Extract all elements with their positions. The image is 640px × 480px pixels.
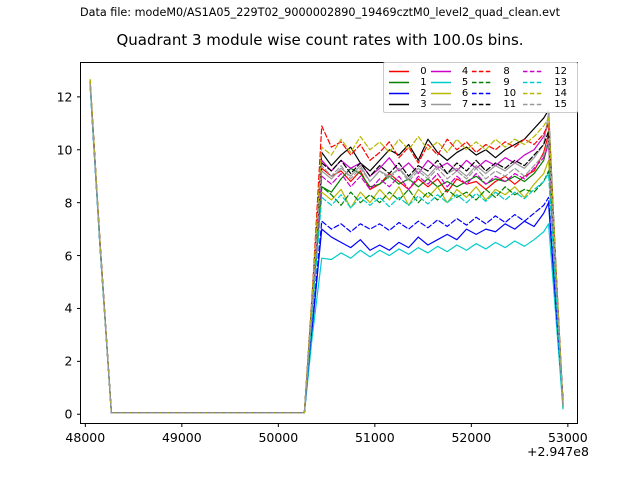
y-tick-label: 4 <box>64 300 73 316</box>
legend-swatch-9 <box>471 77 503 88</box>
legend-swatch-14 <box>522 88 554 99</box>
legend-label-0: 0 <box>420 66 427 77</box>
series-line-10 <box>89 84 564 414</box>
series-line-2 <box>89 84 564 414</box>
legend-label-5: 5 <box>461 77 469 88</box>
legend-row: 2 6 10 14 <box>388 88 573 99</box>
legend-label-15: 15 <box>554 99 568 110</box>
legend-label-7: 7 <box>461 99 469 110</box>
legend-swatch-4 <box>430 66 462 77</box>
legend-swatch-3 <box>388 99 420 110</box>
data-series-group <box>89 78 564 414</box>
legend-swatch-5 <box>430 77 462 88</box>
legend-label-14: 14 <box>554 88 568 99</box>
legend-swatch-10 <box>471 88 503 99</box>
legend-label-10: 10 <box>503 88 517 99</box>
legend-label-6: 6 <box>461 88 469 99</box>
legend-swatch-11 <box>471 99 503 110</box>
y-tick-label: 6 <box>64 248 73 264</box>
page-title: Quadrant 3 module wise count rates with … <box>116 31 524 49</box>
series-line-14 <box>89 78 564 414</box>
legend-box: 0 4 8 12 1 5 9 13 2 6 10 14 3 7 11 15 <box>383 62 578 113</box>
series-line-4 <box>89 82 564 414</box>
series-line-6 <box>89 80 564 414</box>
legend-swatch-2 <box>388 88 420 99</box>
y-tick-label: 8 <box>64 195 73 211</box>
legend-label-2: 2 <box>420 88 427 99</box>
legend-swatch-13 <box>522 77 554 88</box>
legend-swatch-8 <box>471 66 503 77</box>
legend-label-9: 9 <box>503 77 510 88</box>
y-tick-label: 10 <box>56 142 73 158</box>
series-line-1 <box>89 83 564 414</box>
x-tick-label: 52000 <box>451 429 492 445</box>
legend-label-3: 3 <box>420 99 427 110</box>
legend-row: 0 4 8 12 <box>388 66 573 77</box>
series-line-8 <box>89 79 564 414</box>
series-line-0 <box>89 81 564 414</box>
x-tick-label: 50000 <box>258 429 299 445</box>
x-axis-offset-label: +2.947e8 <box>527 444 589 459</box>
legend-label-1: 1 <box>420 77 427 88</box>
legend-label-11: 11 <box>503 99 517 110</box>
x-tick-label: 49000 <box>161 429 202 445</box>
x-tick-label: 53000 <box>547 429 588 445</box>
legend-swatch-7 <box>430 99 462 110</box>
legend-swatch-6 <box>430 88 462 99</box>
x-tick-label: 51000 <box>354 429 395 445</box>
legend-swatch-1 <box>388 77 420 88</box>
legend-row: 3 7 11 15 <box>388 99 573 110</box>
legend-label-12: 12 <box>554 66 568 77</box>
y-tick-label: 0 <box>64 406 73 422</box>
series-line-9 <box>89 83 564 414</box>
series-line-12 <box>89 83 564 414</box>
series-line-15 <box>89 83 564 414</box>
legend-label-4: 4 <box>461 66 469 77</box>
x-tick-label: 48000 <box>65 429 106 445</box>
axis-tick-marks <box>77 96 569 427</box>
axes-frame <box>80 62 578 424</box>
data-file-label: Data file: modeM0/AS1A05_229T02_90000028… <box>80 6 560 19</box>
series-line-11 <box>89 81 564 414</box>
legend-swatch-0 <box>388 66 420 77</box>
legend-swatch-15 <box>522 99 554 110</box>
series-line-13 <box>89 85 564 414</box>
series-line-7 <box>89 82 564 414</box>
y-tick-label: 2 <box>64 353 73 369</box>
y-tick-label: 12 <box>56 89 73 105</box>
legend-label-8: 8 <box>503 66 510 77</box>
legend-row: 1 5 9 13 <box>388 77 573 88</box>
legend-label-13: 13 <box>554 77 568 88</box>
legend-swatch-12 <box>522 66 554 77</box>
series-line-3 <box>89 80 564 414</box>
